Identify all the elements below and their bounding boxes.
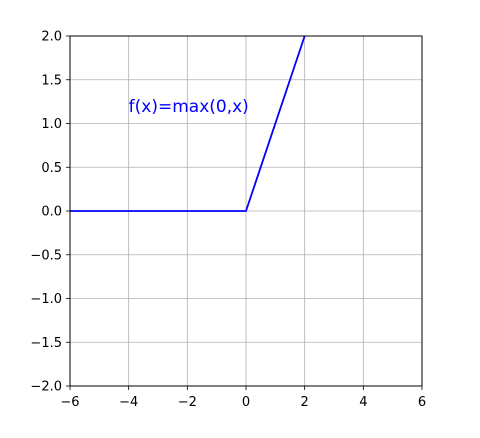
y-axis: −2.0 −1.5 −1.0 −0.5 0.0 0.5 1.0 1.5 2.0	[30, 30, 70, 395]
plot-lines	[70, 35, 306, 212]
x-tick-label: 6	[418, 395, 426, 410]
y-tick-label: −1.0	[30, 292, 62, 307]
x-tick-label: −2	[178, 395, 197, 410]
x-tick-label: 4	[359, 395, 367, 410]
x-tick-label: 0	[242, 395, 250, 410]
y-tick-label: −0.5	[30, 248, 62, 263]
annotation-text: f(x)=max(0,x)	[129, 97, 249, 117]
x-axis: −6 −4 −2 0 2 4 6	[60, 386, 426, 410]
x-tick-label: 2	[301, 395, 309, 410]
x-tick-label: −4	[119, 395, 138, 410]
y-tick-label: 0.0	[41, 205, 62, 220]
y-tick-label: −2.0	[30, 380, 62, 395]
x-tick-label: −6	[60, 395, 79, 410]
annotations: f(x)=max(0,x)	[129, 97, 249, 117]
y-tick-label: 1.5	[41, 73, 62, 88]
y-tick-label: −1.5	[30, 336, 62, 351]
y-tick-label: 1.0	[41, 117, 62, 132]
y-tick-label: 2.0	[41, 30, 62, 45]
series-line	[70, 35, 306, 212]
y-tick-label: 0.5	[41, 161, 62, 176]
